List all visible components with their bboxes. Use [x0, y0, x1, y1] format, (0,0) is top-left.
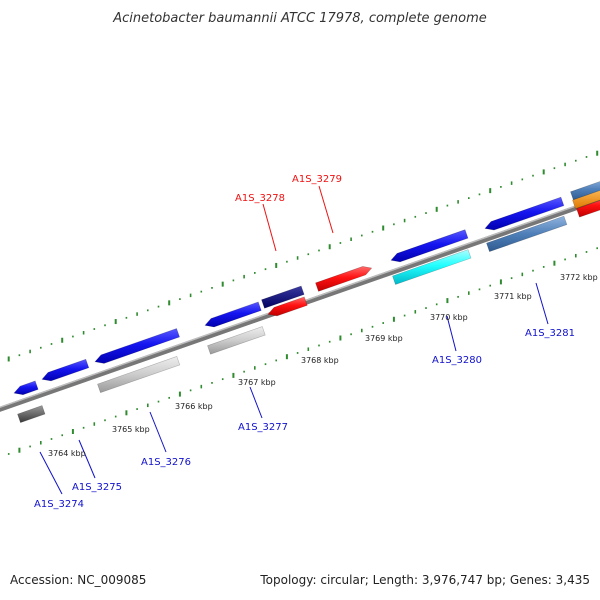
scale-label-3769: 3769 kbp: [365, 334, 403, 343]
gene-a1s-3275: [41, 358, 90, 382]
gene-labels: A1S_3274 A1S_3275 A1S_3276 A1S_3277 A1S_…: [34, 174, 575, 510]
gene-a1s-3276-lower: [97, 356, 181, 394]
leader-a1s-3280: [446, 315, 457, 352]
gene-a1s-3279: [315, 266, 373, 292]
gene-a1s-3281-lower: [486, 215, 568, 253]
gene-a1s-3277: [204, 301, 262, 328]
gene-label-a1s-3280: A1S_3280: [432, 355, 482, 366]
gene-a1s-3276: [94, 328, 180, 364]
gene-a1s-3277-lower: [207, 326, 266, 355]
scale-label-3766: 3766 kbp: [175, 402, 213, 411]
scale-label-3770: 3770 kbp: [430, 313, 468, 322]
leader-a1s-3281: [535, 282, 549, 325]
leader-a1s-3276: [149, 411, 167, 453]
scale-label-3772: 3772 kbp: [560, 273, 598, 282]
accession-text: Accession: NC_009085: [10, 573, 147, 587]
gene-label-a1s-3278: A1S_3278: [235, 193, 285, 204]
scale-label-3771: 3771 kbp: [494, 292, 532, 301]
leader-a1s-3279: [318, 185, 334, 234]
gene-a1s-3274: [13, 380, 39, 396]
leader-a1s-3277: [249, 386, 263, 419]
gene-a1s-3274-lower: [17, 405, 46, 423]
scale-labels: 3764 kbp 3765 kbp 3766 kbp 3767 kbp 3768…: [48, 273, 598, 458]
gene-a1s-3281-upper: [484, 196, 565, 231]
scale-label-3767: 3767 kbp: [238, 378, 276, 387]
scale-label-3764: 3764 kbp: [48, 449, 86, 458]
gene-label-a1s-3277: A1S_3277: [238, 422, 288, 433]
gene-label-a1s-3276: A1S_3276: [141, 457, 191, 468]
gene-edge-steel: [570, 181, 600, 201]
gene-edge-red: [576, 200, 600, 218]
gene-edge-orange: [572, 190, 600, 209]
scale-label-3768: 3768 kbp: [301, 356, 339, 365]
tick-track-upper: [7, 150, 599, 362]
gene-a1s-3278-upper: [261, 285, 305, 309]
genome-title: Acinetobacter baumannii ATCC 17978, comp…: [112, 11, 487, 26]
gene-label-a1s-3274: A1S_3274: [34, 499, 84, 510]
gene-a1s-3280-lower: [392, 249, 472, 285]
leader-a1s-3278: [262, 203, 277, 252]
scale-label-3765: 3765 kbp: [112, 425, 150, 434]
gene-a1s-3278-lower: [267, 296, 308, 317]
gene-label-a1s-3281: A1S_3281: [525, 328, 575, 339]
gene-features: [13, 181, 600, 423]
topology-text: Topology: circular; Length: 3,976,747 bp…: [260, 573, 590, 587]
label-leader-lines: [39, 185, 549, 495]
gene-label-a1s-3275: A1S_3275: [72, 482, 122, 493]
leader-a1s-3275: [78, 439, 96, 479]
leader-a1s-3274: [39, 451, 63, 495]
tick-track-lower: [7, 247, 599, 455]
gene-a1s-3280-upper: [390, 229, 469, 263]
gene-label-a1s-3279: A1S_3279: [292, 174, 342, 185]
